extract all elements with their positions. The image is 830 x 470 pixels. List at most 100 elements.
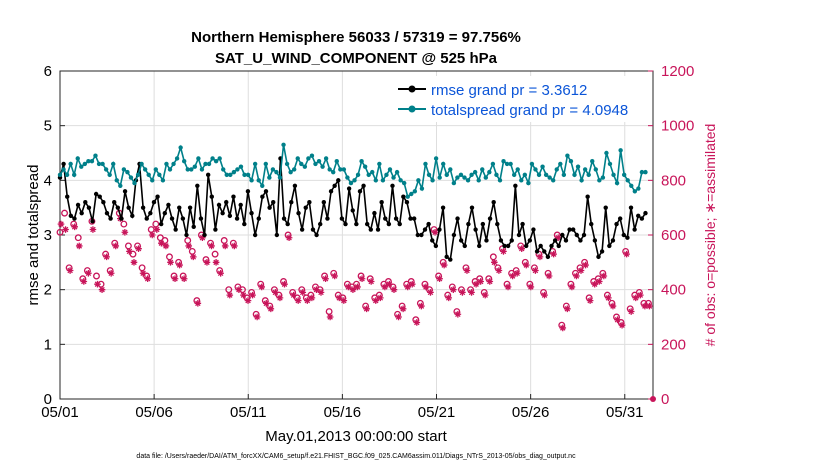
assimilated-obs-point [326, 313, 334, 321]
totalspread-point [614, 180, 620, 186]
possible-obs-point [129, 250, 137, 258]
totalspread-point [483, 175, 488, 180]
rmse-point [307, 200, 312, 205]
assimilated-obs-point [57, 220, 65, 228]
rmse-point [375, 227, 381, 232]
totalspread-point [508, 161, 513, 167]
assimilated-obs-point [153, 226, 161, 233]
totalspread-point [178, 145, 183, 150]
totalspread-point [288, 169, 293, 175]
rmse-point [495, 221, 500, 227]
y-left-tick-label: 2 [44, 282, 52, 299]
possible-obs-point [124, 242, 132, 250]
rmse-point [419, 232, 424, 238]
totalspread-point [462, 175, 467, 180]
rmse-point [585, 194, 590, 199]
rmse-point [364, 221, 370, 227]
rmse-point [614, 221, 619, 227]
rmse-point [581, 232, 587, 238]
totalspread-point [309, 153, 315, 158]
assimilated-obs-point [158, 239, 165, 247]
totalspread-point [643, 169, 648, 175]
x-axis: 05/01 05/06 05/11 05/16 05/21 05/26 05/31 [41, 394, 644, 421]
assimilated-obs-point [80, 278, 88, 285]
totalspread-point [181, 159, 187, 164]
assimilated-obs-point [340, 297, 348, 304]
rmse-point [368, 227, 374, 232]
totalspread-point [89, 159, 95, 164]
rmse-point [184, 232, 189, 238]
totalspread-line [59, 144, 646, 199]
totalspread-point [437, 175, 442, 180]
totalspread-point [135, 172, 141, 178]
rmse-point [198, 216, 204, 221]
totalspread-point [600, 175, 606, 180]
totalspread-point [597, 178, 602, 183]
totalspread-point [68, 161, 73, 167]
assimilated-obs-point [267, 305, 275, 313]
x-tick-label: 05/01 [41, 404, 79, 421]
assimilated-obs-point [614, 316, 621, 324]
rmse-point [473, 227, 478, 232]
totalspread-point [476, 178, 481, 183]
possible-obs-point [74, 234, 82, 242]
rmse-point [570, 227, 576, 232]
totalspread-point [568, 159, 574, 164]
totalspread-point [480, 167, 485, 172]
totalspread-point [540, 164, 545, 169]
totalspread-point [238, 164, 244, 169]
rmse-point [487, 216, 493, 221]
totalspread-point [529, 161, 535, 167]
assimilated-obs-point [285, 234, 293, 242]
totalspread-point [224, 172, 229, 178]
assimilated-obs-point [422, 283, 430, 291]
rmse-point [90, 219, 95, 224]
totalspread-point [203, 161, 208, 167]
assimilated-obs-point [377, 294, 384, 302]
x-tick-label: 05/06 [135, 404, 173, 421]
assimilated-obs-point [185, 242, 193, 250]
totalspread-point [621, 172, 627, 178]
totalspread-point [593, 167, 598, 172]
rmse-point [343, 221, 348, 227]
totalspread-point [441, 161, 446, 167]
rmse-point [643, 210, 648, 216]
totalspread-point [306, 156, 311, 161]
totalspread-point [632, 189, 638, 194]
assimilated-obs-point [440, 261, 448, 269]
rmse-point [578, 238, 583, 243]
legend-marker-rmse [408, 85, 416, 93]
rmse-point [173, 227, 178, 232]
totalspread-point [444, 172, 449, 178]
rmse-point [303, 205, 308, 210]
rmse-point [444, 254, 449, 260]
rmse-point [372, 210, 377, 216]
assimilated-obs-point [89, 226, 97, 233]
totalspread-point [586, 172, 591, 178]
y-axis-left-label: rmse and totalspread [25, 165, 42, 306]
obs-counts [56, 209, 656, 402]
right-axis-zero-marker [650, 396, 656, 402]
y-right-tick-label: 600 [661, 227, 686, 244]
rmse-point [187, 205, 193, 210]
rmse-point [455, 216, 460, 221]
totalspread-point [249, 178, 254, 183]
assimilated-obs-point [595, 278, 603, 285]
rmse-point [195, 183, 200, 188]
rmse-point [271, 200, 276, 205]
totalspread-point [295, 156, 300, 161]
rmse-point [151, 200, 157, 205]
rmse-point [238, 202, 243, 208]
legend-label-totalspread: totalspread grand pr = 4.0948 [431, 102, 628, 119]
assimilated-obs-point [94, 280, 101, 288]
assimilated-obs-point [107, 269, 115, 277]
rmse-point [458, 238, 464, 243]
rmse-point [93, 191, 99, 197]
rmse-point [433, 243, 439, 249]
rmse-point [216, 202, 222, 208]
totalspread-point [338, 167, 343, 172]
assimilated-obs-point [627, 308, 635, 315]
totalspread-point [416, 178, 421, 183]
rmse-point [538, 243, 543, 249]
rmse-point [549, 243, 554, 249]
